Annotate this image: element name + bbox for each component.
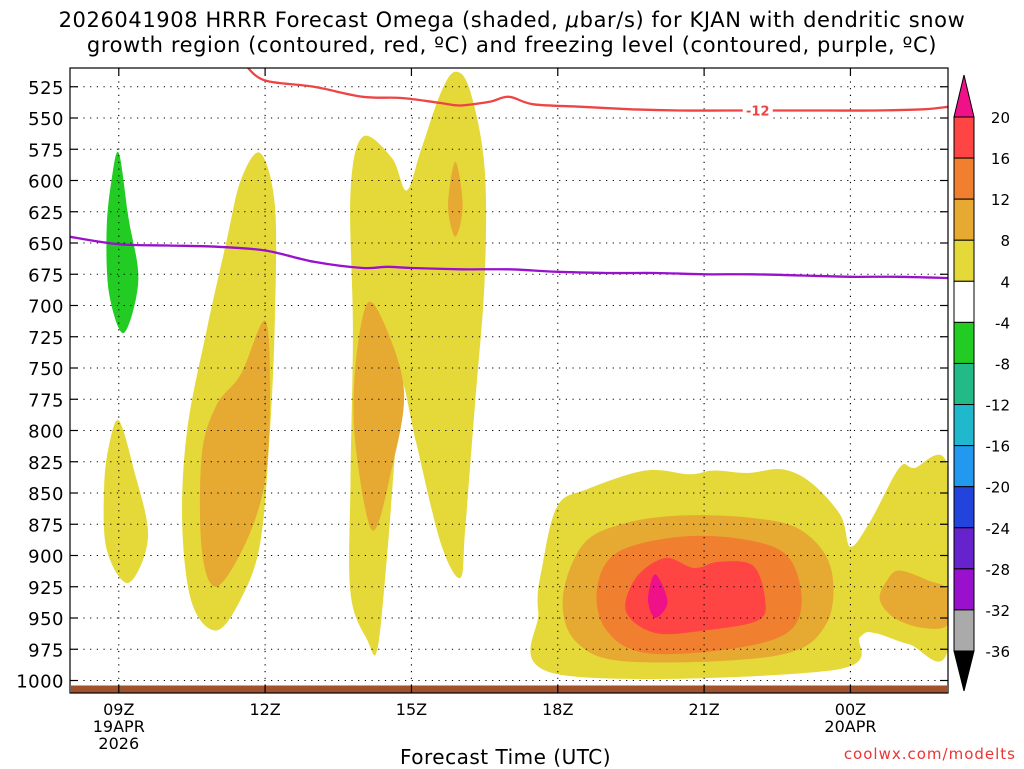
colorbar-bin--36--32 <box>953 609 975 652</box>
colorbar-bin--20--16 <box>953 445 975 488</box>
credit-link[interactable]: coolwx.com/modelts <box>843 745 1016 763</box>
colorbar-bin--16--12 <box>953 404 975 447</box>
omega-region-3 <box>199 320 270 587</box>
colorbar-bin--4-4 <box>953 280 975 323</box>
colorbar-bin--28--24 <box>953 527 975 570</box>
colorbar-label--36: -36 <box>986 643 1011 661</box>
y-axis: 525 550 575 600 625 650 675 700 725 750 775 800 825 8… <box>16 78 948 693</box>
y-tick-label-575: 575 <box>28 140 64 161</box>
ground-strip <box>71 685 947 693</box>
colorbar-bin--12--8 <box>953 362 975 406</box>
colorbar-bin--32--28 <box>953 568 975 611</box>
y-tick-label-725: 725 <box>28 328 64 349</box>
omega-region-12 <box>879 570 948 629</box>
omega-region-11 <box>648 574 668 619</box>
y-tick-label-1000: 1000 <box>16 672 64 693</box>
x-tick-label-00Z: 00Z <box>835 700 866 719</box>
colorbar: 20 16 12 8 4 -4 -8 -12 -16 -20 -24 -28 -32 -36 <box>953 74 1011 692</box>
chart-title-line-2: growth region (contoured, red, ºC) and f… <box>86 33 938 57</box>
y-tick-label-525: 525 <box>28 78 64 99</box>
colorbar-label--4: -4 <box>995 314 1010 332</box>
colorbar-label--24: -24 <box>986 520 1011 538</box>
y-tick-label-825: 825 <box>28 453 64 474</box>
contour-freezing-level <box>70 235 948 280</box>
y-tick-label-700: 700 <box>28 297 64 318</box>
colorbar-label-16: 16 <box>991 150 1010 168</box>
omega-region-0 <box>106 151 139 334</box>
y-tick-label-900: 900 <box>28 547 64 568</box>
omega-region-1 <box>103 419 149 584</box>
colorbar-bin-8-12 <box>953 198 975 241</box>
colorbar-top-arrow <box>953 74 975 118</box>
y-tick-label-850: 850 <box>28 484 64 505</box>
colorbar-label--28: -28 <box>986 561 1011 579</box>
colorbar-label-4: 4 <box>1000 273 1010 291</box>
contour-label: -12 <box>746 105 770 120</box>
colorbar-bin-16-20 <box>953 116 975 159</box>
plot-frame <box>69 67 949 694</box>
colorbar-bin-4-8 <box>953 239 975 282</box>
contour-lines: -12 <box>70 68 948 280</box>
y-tick-label-750: 750 <box>28 359 64 380</box>
shaded-regions <box>103 71 948 680</box>
contour-label-bg <box>742 102 773 119</box>
chart-title-line-1: 2026041908 HRRR Forecast Omega (shaded, … <box>58 8 966 32</box>
x-tick-label-15Z: 15Z <box>396 700 427 719</box>
y-tick-label-600: 600 <box>28 172 64 193</box>
colorbar-bin--24--20 <box>953 486 975 529</box>
y-tick-label-550: 550 <box>28 109 64 130</box>
colorbar-label--32: -32 <box>986 602 1011 620</box>
y-tick-label-800: 800 <box>28 422 64 443</box>
y-tick-label-950: 950 <box>28 609 64 630</box>
x-tick-label-18Z: 18Z <box>542 700 573 719</box>
colorbar-bin-12-16 <box>953 157 975 200</box>
x-tick-year-09Z: 2026 <box>98 734 139 753</box>
x-tick-date-09Z: 19APR <box>93 717 145 736</box>
colorbar-label--20: -20 <box>986 479 1011 497</box>
x-tick-date-00Z: 20APR <box>824 717 876 736</box>
y-tick-label-975: 975 <box>28 640 64 661</box>
x-axis-title: Forecast Time (UTC) <box>400 745 612 769</box>
y-tick-label-925: 925 <box>28 578 64 599</box>
colorbar-label-8: 8 <box>1000 232 1010 250</box>
colorbar-label--16: -16 <box>986 438 1011 456</box>
contour-dgz-minus12 <box>246 68 948 112</box>
y-tick-label-875: 875 <box>28 515 64 536</box>
y-tick-label-625: 625 <box>28 203 64 224</box>
colorbar-label--8: -8 <box>995 355 1010 373</box>
y-tick-label-775: 775 <box>28 390 64 411</box>
ground-surface <box>71 685 947 693</box>
x-tick-label-21Z: 21Z <box>688 700 719 719</box>
colorbar-label-20: 20 <box>991 109 1010 127</box>
colorbar-label-12: 12 <box>991 191 1010 209</box>
colorbar-bin--8--4 <box>953 321 975 364</box>
x-tick-label-12Z: 12Z <box>249 700 280 719</box>
colorbar-label--12: -12 <box>986 397 1011 415</box>
mu-symbol: μ <box>565 8 580 32</box>
y-tick-label-675: 675 <box>28 265 64 286</box>
y-tick-label-650: 650 <box>28 234 64 255</box>
omega-region-5 <box>353 301 405 531</box>
x-tick-label-09Z: 09Z <box>103 700 134 719</box>
omega-region-10 <box>625 557 766 635</box>
colorbar-bottom-arrow <box>953 650 975 692</box>
